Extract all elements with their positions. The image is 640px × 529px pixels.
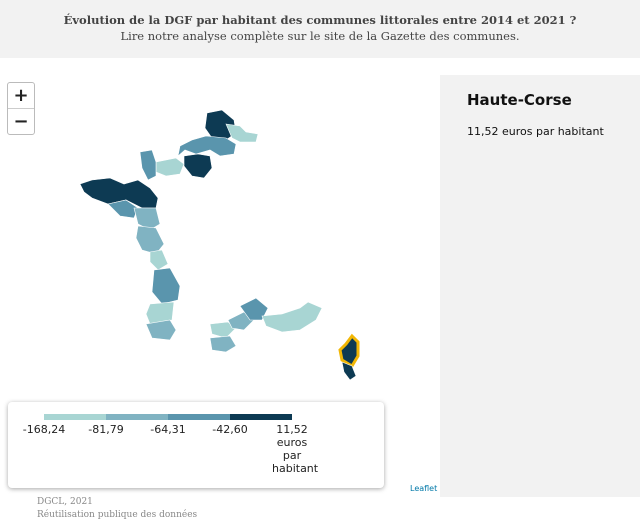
department	[209, 335, 237, 353]
info-title: Haute-Corse	[467, 91, 572, 109]
legend-swatch	[168, 414, 230, 420]
legend-swatch	[106, 414, 168, 420]
header: Évolution de la DGF par habitant des com…	[0, 0, 640, 58]
source: DGCL, 2021	[37, 497, 93, 507]
info-text: 11,52 euros par habitant	[467, 125, 604, 138]
title: Évolution de la DGF par habitant des com…	[63, 13, 577, 27]
department	[149, 249, 169, 271]
legend-label: -168,24	[22, 423, 66, 436]
department	[204, 109, 237, 141]
map-shapes	[79, 109, 360, 381]
department	[225, 123, 259, 143]
info-panel: Haute-Corse 11,52 euros par habitant	[440, 75, 640, 497]
zoom-out-button[interactable]: −	[8, 108, 34, 134]
legend-label: -64,31	[150, 423, 186, 436]
department	[177, 135, 237, 157]
department	[338, 333, 360, 369]
zoom-in-button[interactable]: +	[13, 85, 29, 106]
department	[155, 157, 185, 177]
license: Réutilisation publique des données	[37, 510, 198, 520]
department	[145, 319, 177, 341]
legend: -168,24 -81,79 -64,31 -42,60 11,52 euros par…	[8, 402, 384, 488]
legend-swatch	[44, 414, 106, 420]
departments	[79, 109, 360, 381]
legend-swatch	[230, 414, 292, 420]
department	[239, 297, 269, 321]
zoom-control: + −	[7, 82, 35, 135]
department	[135, 225, 165, 255]
map: + − Haute-Corse 11,52 euros par habitant…	[0, 58, 640, 497]
department	[133, 207, 161, 231]
footer: DGCL, 2021 Réutilisation publique des do…	[37, 496, 197, 522]
subtitle: Lire notre analyse complète sur le site …	[120, 29, 520, 43]
legend-label: -81,79	[88, 423, 124, 436]
legend-label: 11,52 euros par habitant	[272, 423, 319, 475]
department	[183, 153, 213, 179]
department	[209, 321, 237, 339]
department	[79, 177, 159, 209]
department	[151, 267, 181, 305]
department	[139, 149, 157, 181]
department	[261, 301, 323, 333]
attribution-link[interactable]: Leaflet	[410, 484, 438, 493]
legend-label: -42,60	[212, 423, 248, 436]
department	[341, 361, 357, 381]
